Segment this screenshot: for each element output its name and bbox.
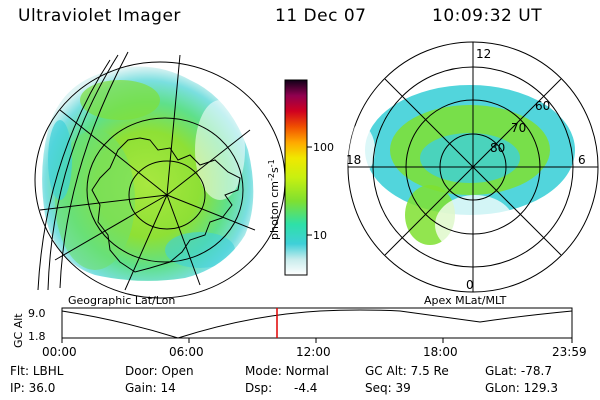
colorbar-tick-100: 100 [313, 141, 334, 154]
x-tick-1800: 18:00 [423, 345, 458, 359]
door-value: Open [161, 364, 194, 378]
mlat-60-label: 60 [535, 99, 550, 113]
right-map-caption: Apex MLat/MLT [424, 294, 507, 307]
alt-ytick-1.8: 1.8 [28, 330, 46, 343]
x-tick-0000: 00:00 [42, 345, 77, 359]
door-label: Door: [125, 364, 158, 378]
door-readout: Door: Open [125, 364, 194, 378]
meridians [39, 54, 256, 291]
glon-readout: GLon: 129.3 [485, 381, 558, 395]
mlt-12-label: 12 [476, 47, 491, 61]
mlt-6-label: 6 [578, 153, 586, 167]
x-tick-2359: 23:59 [552, 345, 587, 359]
gcalt-readout: GC Alt: 7.5 Re [365, 364, 449, 378]
mode-label: Mode: [245, 364, 282, 378]
dsp-label: Dsp: [245, 381, 273, 395]
altitude-curve [61, 309, 573, 339]
glat-label: GLat: [485, 364, 518, 378]
mode-value: Normal [285, 364, 329, 378]
gcalt-label: GC Alt: [365, 364, 407, 378]
time-label: 10:09:32 UT [432, 6, 543, 26]
dsp-value: -4.4 [293, 381, 318, 395]
filter-label: Flt: [10, 364, 29, 378]
geographic-map [34, 51, 286, 299]
left-emission-patches [48, 80, 245, 270]
instrument-title: Ultraviolet Imager [18, 6, 181, 26]
alt-ylabel: GC Alt [12, 313, 25, 348]
colorbar-gradient [284, 79, 308, 276]
ip-label: IP: [10, 381, 25, 395]
ip-readout: IP: 36.0 [10, 381, 55, 395]
coastline [91, 137, 241, 273]
magnetic-polar-plot: 12 18 6 0 60 70 80 [346, 41, 599, 293]
ip-value: 36.0 [28, 381, 56, 395]
mlt-lines [348, 42, 598, 292]
gain-readout: Gain: 14 [125, 381, 176, 395]
altitude-plot-frame [61, 307, 573, 339]
colorbar-label: photon cm-2s-1 [267, 159, 281, 240]
filter-value: LBHL [32, 364, 64, 378]
colorbar-tick-10: 10 [313, 229, 327, 242]
x-tick-0600: 06:00 [169, 345, 204, 359]
mlt-0-label: 0 [466, 278, 474, 292]
seq-value: 39 [395, 381, 411, 395]
gain-label: Gain: [125, 381, 157, 395]
left-map-caption: Geographic Lat/Lon [68, 294, 175, 307]
limb-arcs [37, 51, 129, 291]
altitude-plot: GC Alt 9.0 1.8 00:00 06:00 12:00 18:00 2… [12, 307, 587, 359]
mlt-18-label: 18 [346, 153, 361, 167]
glat-readout: GLat: -78.7 [485, 364, 552, 378]
glon-label: GLon: [485, 381, 520, 395]
dsp-readout: Dsp: -4.4 [245, 381, 317, 395]
seq-readout: Seq: 39 [365, 381, 411, 395]
filter-readout: Flt: LBHL [10, 364, 63, 378]
mode-readout: Mode: Normal [245, 364, 329, 378]
date-label: 11 Dec 07 [275, 6, 367, 26]
seq-label: Seq: [365, 381, 392, 395]
x-tick-1200: 12:00 [296, 345, 331, 359]
alt-ytick-9: 9.0 [28, 307, 46, 320]
glon-value: 129.3 [523, 381, 558, 395]
gain-value: 14 [160, 381, 176, 395]
mlat-80-label: 80 [490, 141, 505, 155]
colorbar: 100 10 photon cm-2s-1 [267, 79, 334, 276]
glat-value: -78.7 [520, 364, 552, 378]
gcalt-value: 7.5 Re [410, 364, 449, 378]
mlat-70-label: 70 [511, 121, 526, 135]
x-ticks [61, 338, 573, 343]
